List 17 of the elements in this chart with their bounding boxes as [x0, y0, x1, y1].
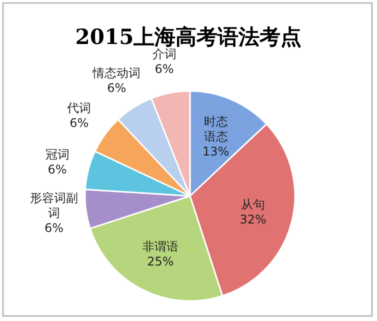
data-label: 25% — [147, 254, 174, 269]
slice-label: 代词 — [66, 100, 92, 115]
data-label: 32% — [240, 212, 266, 227]
data-label: 6% — [48, 162, 67, 176]
slice-label: 形容词副词 — [30, 191, 78, 220]
data-label: 6% — [154, 62, 174, 76]
slice-label: 冠词 — [45, 147, 70, 162]
slice-label: 非谓语 — [142, 240, 178, 254]
slice-label: 介词 — [152, 46, 176, 61]
slice-label: 时态语态 — [204, 114, 228, 144]
data-label: 6% — [107, 80, 126, 95]
chart-title: 2015上海高考语法考点 — [75, 24, 302, 49]
data-label: 6% — [44, 221, 64, 236]
slice-label: 从句 — [241, 198, 266, 212]
slice-label: 情态动词 — [92, 66, 141, 80]
data-label: 6% — [70, 116, 89, 130]
data-label: 13% — [202, 144, 230, 158]
